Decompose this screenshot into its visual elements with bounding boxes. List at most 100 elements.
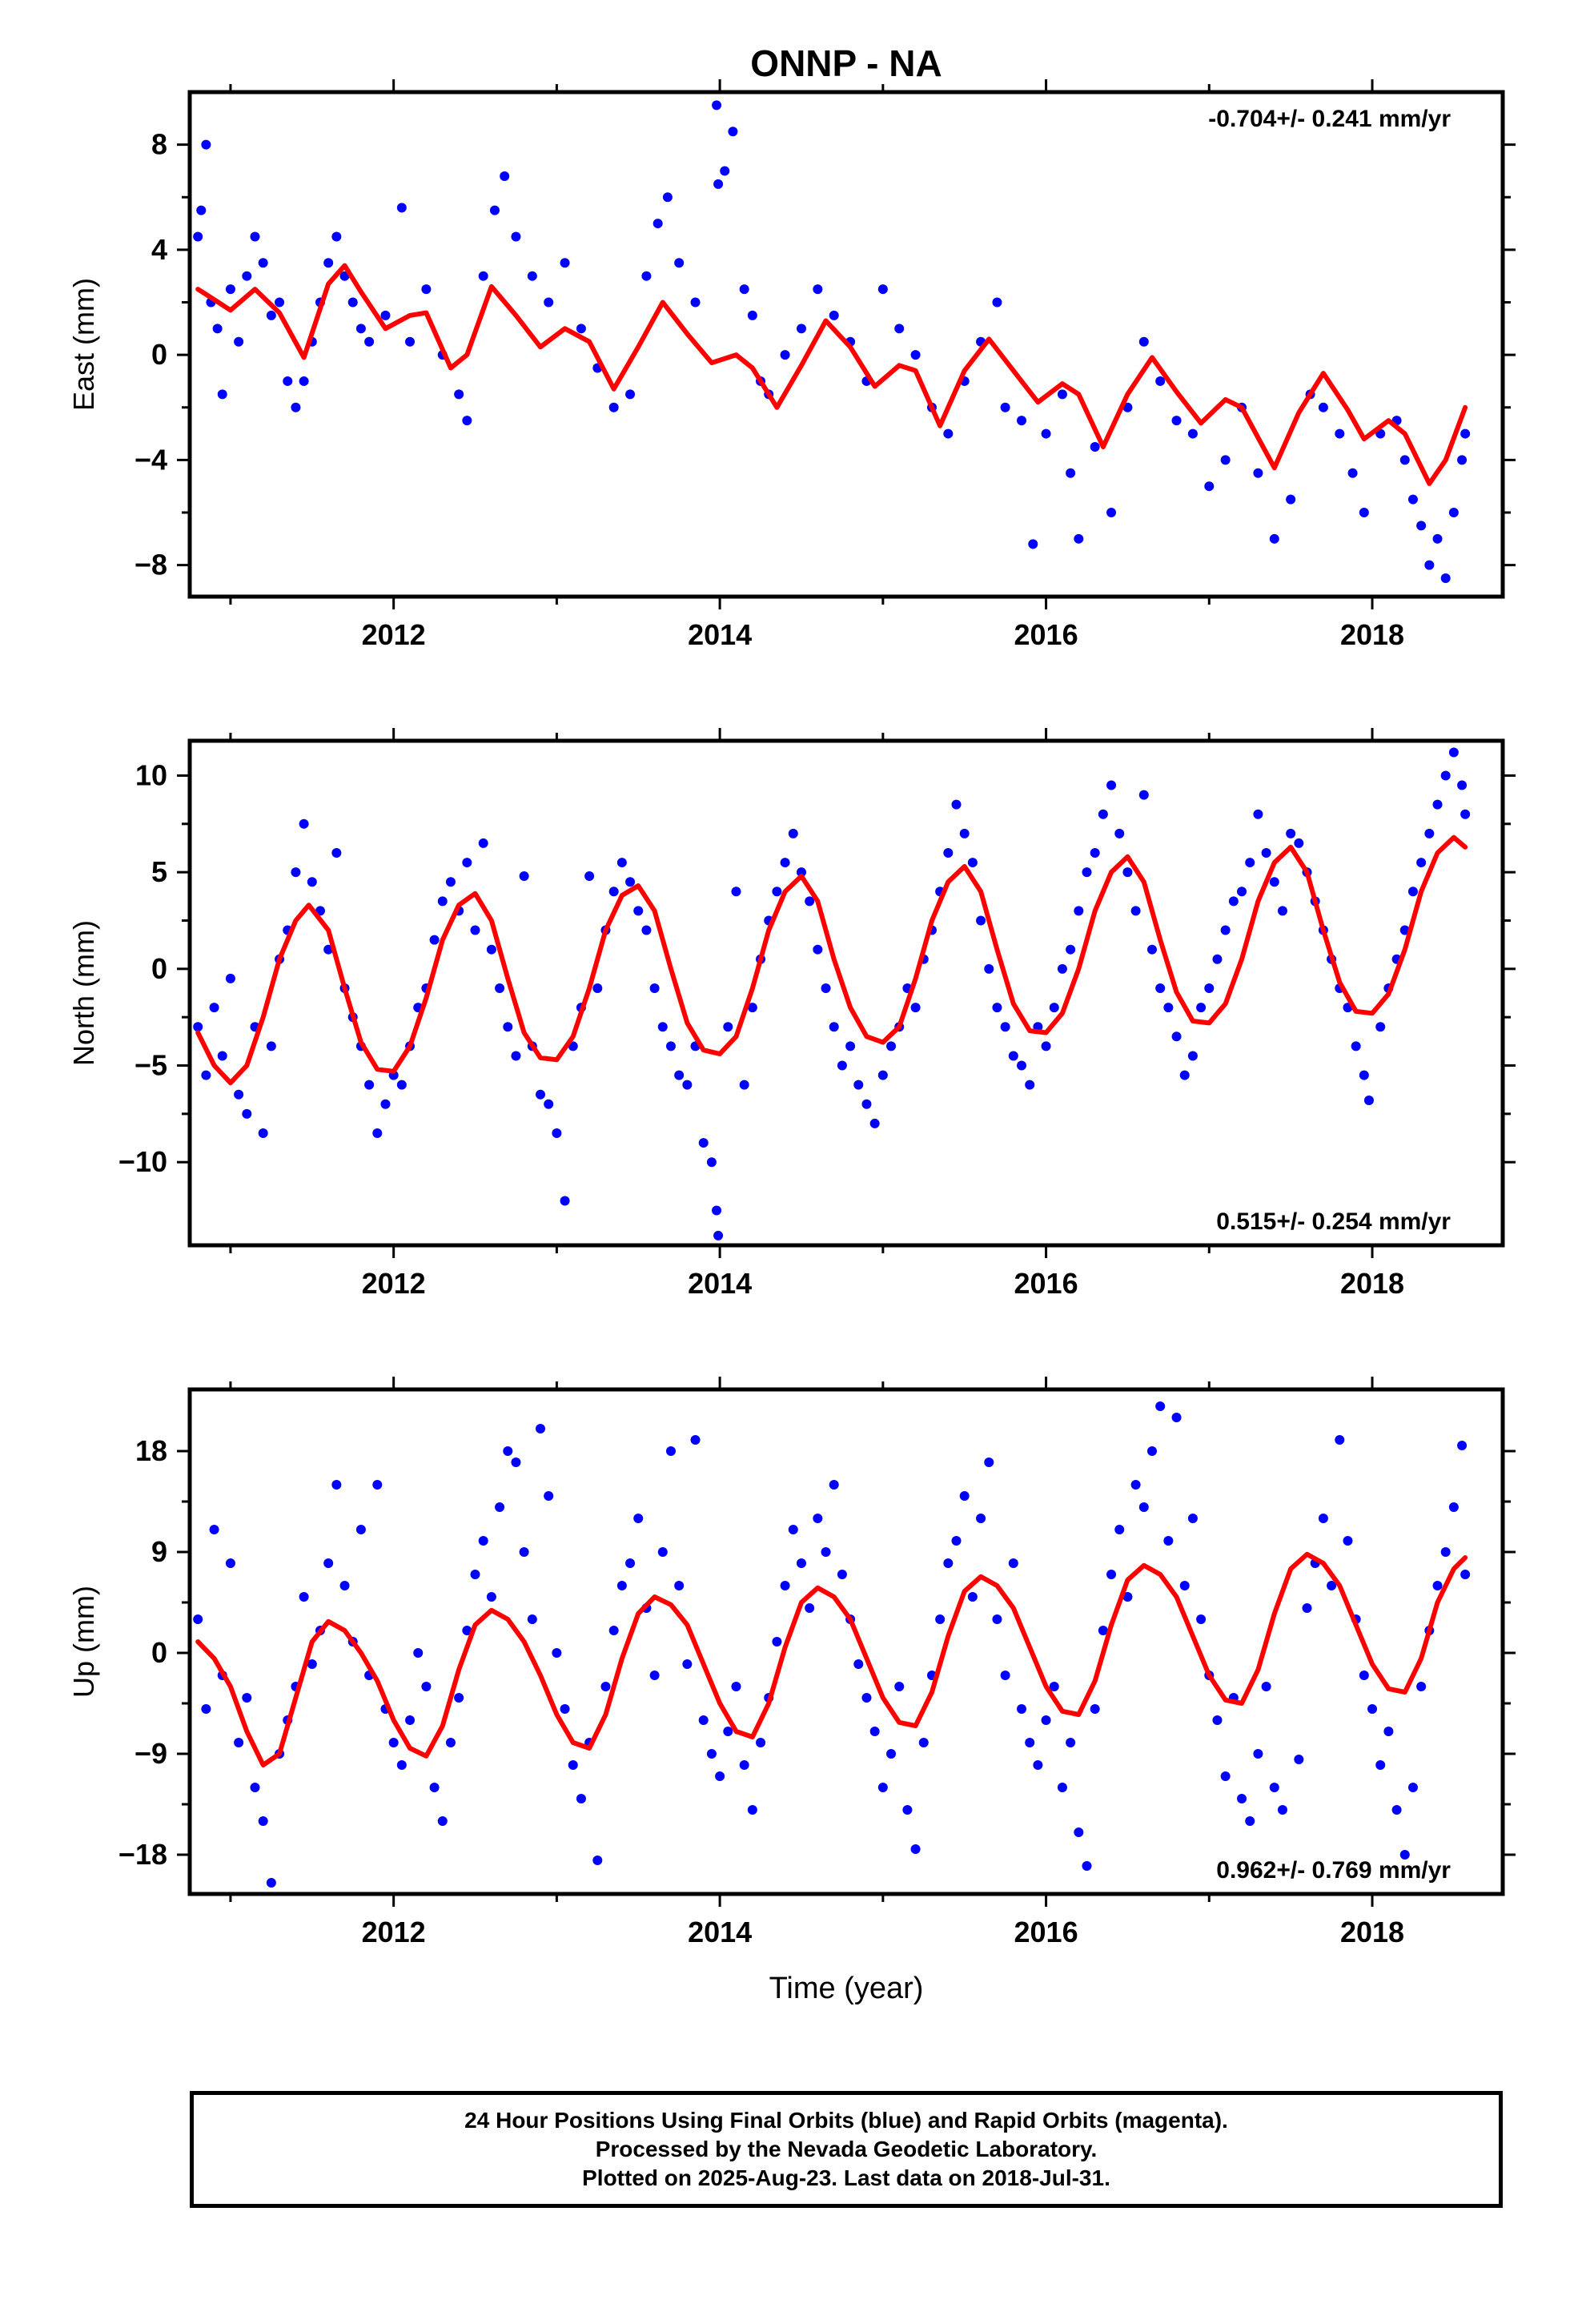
up-data-point (544, 1491, 554, 1501)
up-data-point (1277, 1805, 1287, 1815)
up-plot-frame (187, 1387, 1505, 1896)
up-x-tick-label: 2016 (1014, 1916, 1078, 1948)
north-data-point (886, 1041, 897, 1051)
up-data-point (805, 1603, 815, 1613)
north-data-point (1253, 809, 1263, 819)
north-y-tick-label: 0 (151, 952, 167, 985)
north-data-point (225, 973, 235, 983)
north-data-point (242, 1108, 252, 1119)
up-y-tick-label: 9 (151, 1535, 167, 1568)
up-rate-annotation: 0.962+/- 0.769 mm/yr (1216, 1857, 1451, 1884)
north-x-tick-label: 2012 (362, 1267, 426, 1300)
up-data-point (935, 1614, 946, 1624)
caption-line-2: Processed by the Nevada Geodetic Laborat… (595, 2137, 1098, 2161)
east-model-curve (195, 263, 1468, 486)
east-y-tick-label: 4 (151, 233, 167, 266)
up-data-point (829, 1480, 839, 1490)
up-data-point (674, 1581, 685, 1590)
north-data-point (209, 1003, 219, 1013)
up-data-point (1220, 1771, 1231, 1781)
east-data-point (1090, 441, 1100, 452)
north-data-point (437, 896, 448, 907)
north-data-point (1237, 887, 1247, 897)
up-data-point (796, 1558, 806, 1568)
east-data-point (1057, 389, 1067, 400)
up-data-point (1155, 1401, 1166, 1411)
up-data-point (454, 1693, 464, 1703)
east-data-point (234, 336, 244, 347)
up-data-point (1407, 1783, 1418, 1792)
up-y-tick-label: 0 (151, 1636, 167, 1669)
north-data-point (723, 1022, 733, 1032)
east-data-point (1432, 533, 1443, 544)
east-x-tick-label: 2012 (362, 618, 426, 651)
north-data-point (1146, 944, 1157, 955)
up-data-point (1146, 1446, 1157, 1456)
up-y-tick-label: 18 (135, 1434, 167, 1467)
north-data-point (674, 1070, 685, 1080)
up-data-point (813, 1514, 823, 1523)
east-data-point (291, 402, 301, 412)
north-data-point (380, 1099, 391, 1109)
east-data-point (193, 231, 203, 242)
north-data-point (1000, 1022, 1010, 1032)
up-data-point (1041, 1715, 1051, 1725)
north-data-point (201, 1070, 211, 1080)
up-data-point (690, 1435, 701, 1445)
north-data-point (1066, 944, 1076, 955)
north-data-point (943, 848, 954, 858)
up-data-point (625, 1558, 636, 1568)
north-data-point (217, 1051, 227, 1061)
north-data-point (706, 1157, 717, 1168)
east-data-point (323, 258, 334, 268)
up-data-point (682, 1659, 693, 1669)
up-data-point (511, 1458, 521, 1467)
north-data-point (1424, 828, 1435, 838)
caption-box: 24 Hour Positions Using Final Orbits (bl… (190, 2091, 1503, 2208)
up-data-point (739, 1760, 749, 1770)
east-data-point (462, 416, 472, 426)
up-data-point (698, 1715, 709, 1725)
up-data-point (723, 1727, 733, 1736)
up-data-point (1057, 1783, 1067, 1792)
up-data-point (1130, 1480, 1141, 1490)
east-data-point (780, 350, 790, 360)
up-data-point (1269, 1783, 1279, 1792)
up-data-point (1196, 1614, 1207, 1624)
north-data-point (805, 896, 815, 907)
east-data-point (1155, 376, 1166, 386)
up-data-point (209, 1525, 219, 1534)
up-data-point (1074, 1827, 1084, 1837)
up-data-point (307, 1659, 317, 1669)
up-data-point (1375, 1760, 1386, 1770)
up-data-point (821, 1547, 831, 1557)
north-data-point (1212, 954, 1223, 964)
up-data-point (633, 1514, 644, 1523)
north-data-point (552, 1128, 562, 1138)
east-data-point (1318, 402, 1328, 412)
north-data-point (788, 828, 798, 838)
east-plot-frame (187, 90, 1505, 599)
east-x-tick-label: 2018 (1340, 618, 1404, 651)
up-data-point (1416, 1682, 1427, 1691)
north-data-point (307, 877, 317, 887)
north-data-point (747, 1003, 757, 1013)
up-data-point (756, 1738, 766, 1747)
up-data-point (1343, 1536, 1353, 1546)
up-data-point (250, 1783, 260, 1792)
east-data-point (355, 324, 366, 334)
east-data-point (212, 324, 223, 334)
up-data-point (405, 1715, 416, 1725)
north-data-point (1196, 1003, 1207, 1013)
east-data-point (1220, 455, 1231, 465)
east-data-point (500, 171, 510, 181)
up-data-point (1017, 1704, 1027, 1714)
up-data-point (984, 1458, 994, 1467)
east-data-point (405, 336, 416, 347)
up-data-point (910, 1844, 921, 1854)
up-data-point (568, 1760, 578, 1770)
east-data-point (1017, 416, 1027, 426)
east-data-point (1359, 508, 1369, 517)
north-data-point (1269, 877, 1279, 887)
north-data-point (1179, 1070, 1190, 1080)
